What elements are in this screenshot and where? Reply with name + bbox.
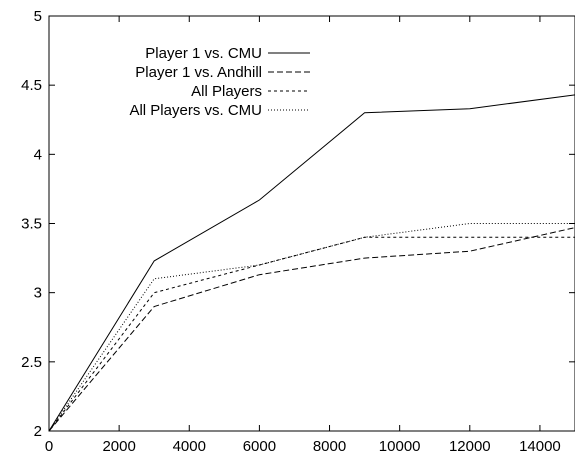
series-line-1 — [48, 94, 575, 432]
y-tick-label: 3 — [34, 285, 42, 302]
x-tick-label: 6000 — [243, 438, 276, 455]
legend: Player 1 vs. CMU Player 1 vs. Andhill All … — [129, 45, 310, 119]
y-tick-label: 5 — [34, 8, 42, 25]
y-tick-label: 4.5 — [21, 77, 42, 94]
y-tick-label: 2.5 — [21, 354, 42, 371]
x-tick-label: 10000 — [379, 438, 421, 455]
legend-label: Player 1 vs. CMU — [145, 45, 262, 62]
plot-frame — [48, 15, 575, 432]
x-axis-tick-labels: 0 2000 4000 6000 8000 10000 12000 14000 — [45, 438, 561, 455]
legend-label: Player 1 vs. Andhill — [135, 64, 262, 81]
x-tick-label: 14000 — [519, 438, 561, 455]
y-axis-tick-labels: 2 2.5 3 3.5 4 4.5 5 — [21, 8, 42, 440]
x-tick-label: 0 — [45, 438, 53, 455]
legend-label: All Players vs. CMU — [129, 102, 262, 119]
y-tick-label: 3.5 — [21, 216, 42, 233]
series-line-4 — [48, 223, 575, 432]
legend-label: All Players — [191, 83, 262, 100]
axis-ticks — [48, 15, 575, 432]
x-tick-label: 4000 — [173, 438, 206, 455]
y-tick-label: 4 — [34, 146, 42, 163]
x-tick-label: 8000 — [313, 438, 346, 455]
series-line-2 — [48, 227, 575, 432]
x-tick-label: 2000 — [102, 438, 135, 455]
x-tick-label: 12000 — [449, 438, 491, 455]
y-tick-label: 2 — [34, 423, 42, 440]
series-lines — [48, 94, 575, 432]
